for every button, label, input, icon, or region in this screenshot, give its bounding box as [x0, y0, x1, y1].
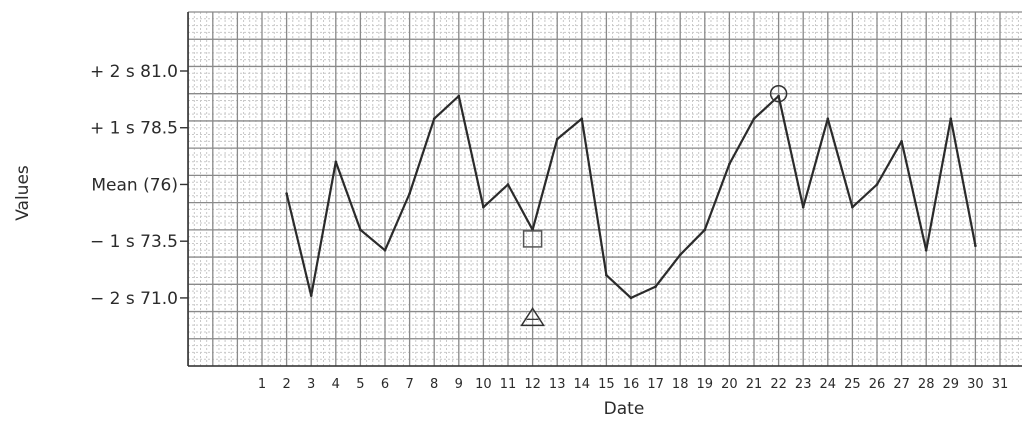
x-tick-label: 28	[918, 377, 935, 392]
x-tick-label: 27	[893, 377, 910, 392]
data-point	[752, 117, 756, 120]
x-tick-label: 25	[844, 377, 861, 392]
data-point	[777, 94, 780, 98]
y-tick-label: + 2 s 81.0	[90, 62, 178, 82]
data-point	[678, 253, 682, 257]
data-point	[826, 117, 830, 120]
x-tick-label: 16	[623, 377, 640, 392]
x-tick-label: 26	[869, 377, 886, 392]
x-tick-label: 8	[430, 377, 438, 392]
y-axis-label: Values	[13, 165, 33, 221]
data-point	[309, 294, 313, 297]
data-point	[654, 285, 657, 288]
data-point	[900, 140, 903, 143]
series-line-group	[285, 94, 977, 300]
data-point	[703, 228, 707, 232]
circle-annotation	[769, 84, 788, 103]
y-tick-label: − 1 s 73.5	[90, 232, 178, 252]
x-tick-label: 30	[967, 377, 984, 392]
x-tick-label: 20	[721, 377, 738, 392]
y-tick-label: − 2 s 71.0	[90, 289, 178, 309]
x-tick-label: 31	[992, 377, 1009, 392]
data-point	[801, 205, 805, 209]
data-point	[851, 205, 854, 209]
x-axis-ticks: 1 2 3 4 5 6 7 8 9 10 11 12 13 14 15 16 17 18 19 20 21 22 23 24 2…	[258, 377, 1008, 392]
x-tick-label: 9	[455, 377, 463, 392]
x-tick-label: 6	[381, 377, 389, 392]
triangle-annotation	[520, 306, 545, 327]
data-point	[482, 205, 485, 209]
data-point	[949, 117, 953, 120]
x-tick-label: 13	[549, 377, 566, 392]
x-tick-label: 29	[943, 377, 960, 392]
x-tick-label: 14	[574, 377, 591, 392]
x-tick-label: 22	[770, 377, 787, 392]
x-tick-label: 3	[307, 377, 315, 392]
chart-grid	[187, 11, 1022, 367]
x-tick-label: 4	[332, 377, 340, 392]
x-tick-label: 10	[475, 377, 492, 392]
data-point	[457, 94, 461, 98]
data-point	[555, 137, 559, 141]
data-point	[408, 192, 411, 195]
x-tick-label: 7	[405, 377, 413, 392]
square-annotation	[522, 230, 543, 248]
data-point	[728, 162, 731, 166]
x-tick-label: 15	[598, 377, 615, 392]
y-tick-label: + 1 s 78.5	[90, 119, 178, 139]
x-tick-label: 11	[500, 377, 517, 392]
data-point	[359, 228, 362, 232]
data-point	[605, 273, 608, 277]
x-tick-label: 19	[697, 377, 714, 392]
data-point	[285, 192, 288, 195]
x-tick-label: 2	[282, 377, 290, 392]
data-point	[974, 244, 977, 248]
x-tick-label: 21	[746, 377, 763, 392]
data-point	[432, 117, 436, 120]
x-tick-label: 18	[672, 377, 689, 392]
annotation-group	[520, 84, 788, 327]
data-point	[506, 183, 510, 186]
x-tick-label: 5	[356, 377, 364, 392]
x-tick-label: 1	[258, 377, 266, 392]
x-axis-label: Date	[604, 399, 645, 419]
data-point	[875, 183, 879, 186]
data-point	[334, 160, 338, 164]
data-point	[924, 248, 928, 252]
y-tick-label: Mean (76)	[91, 175, 178, 195]
data-point	[383, 248, 387, 252]
data-point	[580, 117, 584, 120]
x-tick-label: 12	[524, 377, 541, 392]
y-axis-ticks: + 2 s 81.0 + 1 s 78.5 Mean (76) − 1 s 73.5 −…	[90, 62, 188, 309]
data-point	[629, 296, 633, 300]
x-tick-label: 23	[795, 377, 812, 392]
x-tick-label: 17	[647, 377, 664, 392]
x-tick-label: 24	[820, 377, 837, 392]
